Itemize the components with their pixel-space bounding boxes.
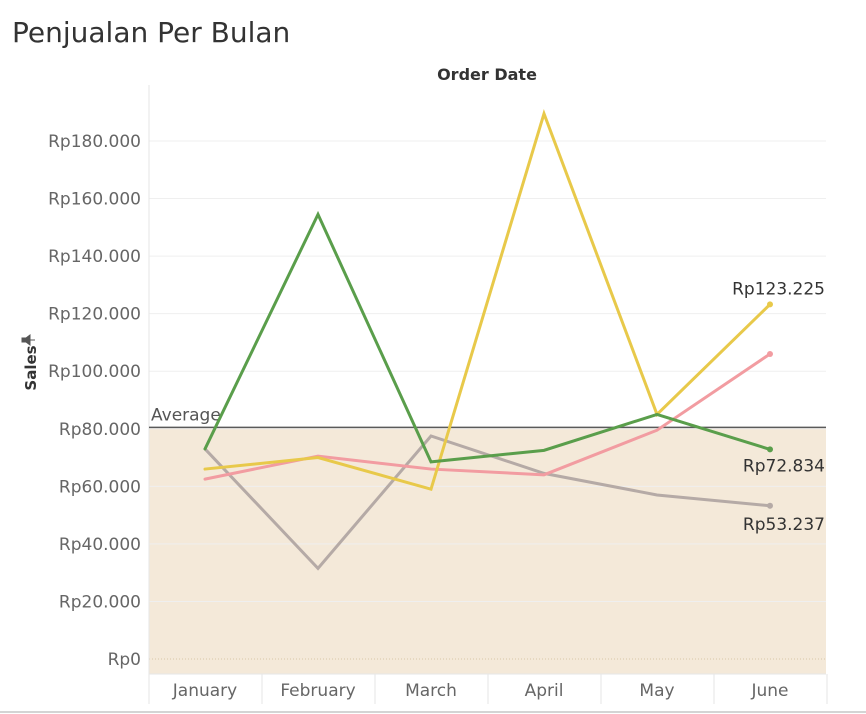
axis-layer: Rp0 Rp20.000 Rp40.000 Rp60.000 Rp80.000 Rp100… — [21, 65, 828, 704]
y-tick-label: Rp100.000 — [48, 362, 141, 382]
y-tick-label: Rp80.000 — [59, 420, 141, 440]
y-tick-label: Rp60.000 — [59, 477, 141, 497]
x-tick-label: March — [405, 681, 457, 701]
y-tick-label: Rp0 — [108, 650, 141, 670]
grid-layer — [149, 140, 826, 660]
y-tick-label: Rp160.000 — [48, 190, 141, 210]
x-tick-label: January — [172, 681, 237, 701]
series-line — [203, 108, 772, 492]
x-tick-label: February — [280, 681, 355, 701]
series-end-label: Rp53.237 — [743, 515, 825, 535]
x-tick-label: June — [750, 681, 788, 701]
series-end-point — [767, 350, 773, 357]
series-end-point — [767, 446, 773, 453]
label-layer: Rp72.834 Rp123.225 Rp53.237 — [732, 279, 825, 534]
reference-line-layer: Average — [149, 405, 826, 429]
x-tick-label: April — [525, 681, 564, 701]
series-layer — [203, 108, 773, 571]
series-line — [203, 210, 772, 464]
series-end-point — [767, 502, 773, 509]
y-tick-label: Rp180.000 — [48, 132, 141, 152]
x-tick-label: May — [639, 681, 674, 701]
bottom-divider — [0, 711, 866, 713]
y-tick-label: Rp40.000 — [59, 535, 141, 555]
y-tick-label: Rp140.000 — [48, 247, 141, 267]
column-header: Order Date — [437, 65, 537, 84]
series-end-label: Rp72.834 — [743, 456, 825, 476]
y-tick-label: Rp120.000 — [48, 305, 141, 325]
y-tick-label: Rp20.000 — [59, 592, 141, 612]
page-title: Penjualan Per Bulan — [12, 16, 291, 49]
average-label: Average — [151, 405, 221, 425]
series-end-point — [767, 301, 773, 308]
series-end-label: Rp123.225 — [732, 279, 825, 299]
y-axis-title: Sales — [22, 345, 40, 390]
pin-icon — [21, 334, 35, 346]
